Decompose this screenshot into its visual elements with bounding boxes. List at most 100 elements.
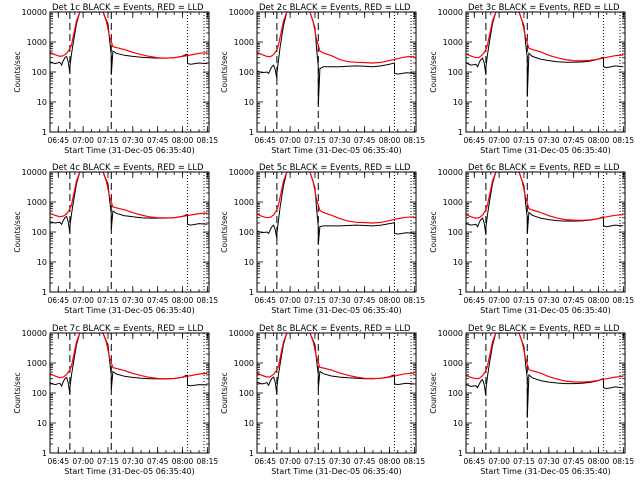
y-tick-label: 1000 xyxy=(27,359,47,368)
x-axis-label: Start Time (31-Dec-05 06:35:40) xyxy=(271,306,402,315)
chart-title: Det 2c BLACK = Events, RED = LLD xyxy=(259,3,411,13)
events-line xyxy=(257,172,415,244)
y-tick-label: 1000 xyxy=(443,359,463,368)
y-axis-label: Counts/sec xyxy=(429,211,438,252)
lld-line xyxy=(257,172,415,224)
x-axis-label: Start Time (31-Dec-05 06:35:40) xyxy=(480,467,611,476)
y-tick-label: 10000 xyxy=(22,8,47,17)
x-tick-label: 08:00 xyxy=(172,136,194,145)
y-tick-label: 10 xyxy=(244,258,254,267)
chart-panel-6: 1 10 100 1000 10000 06:45 07:00 07:15 07:30 07:45… xyxy=(429,163,634,315)
events-line xyxy=(50,333,208,395)
x-tick-label: 07:30 xyxy=(538,136,560,145)
lld-line xyxy=(50,172,208,219)
chart-panel-4: 1 10 100 1000 10000 06:45 07:00 07:15 07:30 07:45… xyxy=(13,163,218,315)
y-tick-label: 10000 xyxy=(438,329,463,338)
y-tick-label: 10 xyxy=(453,98,463,107)
lld-line xyxy=(257,12,415,64)
x-tick-label: 08:15 xyxy=(404,296,426,305)
chart-title: Det 6c BLACK = Events, RED = LLD xyxy=(468,163,620,173)
x-tick-label: 07:45 xyxy=(354,457,376,466)
x-tick-label: 08:15 xyxy=(404,457,426,466)
y-tick-label: 10000 xyxy=(22,329,47,338)
y-tick-label: 1 xyxy=(249,128,254,137)
x-axis-label: Start Time (31-Dec-05 06:35:40) xyxy=(64,306,195,315)
x-tick-label: 07:45 xyxy=(563,136,585,145)
lld-line xyxy=(466,12,624,62)
y-tick-label: 100 xyxy=(32,228,47,237)
x-tick-label: 07:15 xyxy=(304,296,326,305)
x-tick-label: 08:15 xyxy=(197,136,219,145)
x-tick-label: 07:15 xyxy=(304,136,326,145)
x-tick-label: 07:15 xyxy=(97,136,119,145)
events-line xyxy=(50,12,208,75)
x-tick-label: 07:45 xyxy=(147,296,169,305)
y-tick-label: 10 xyxy=(37,98,47,107)
x-tick-label: 06:45 xyxy=(254,457,276,466)
x-tick-label: 08:15 xyxy=(404,136,426,145)
y-tick-label: 10 xyxy=(244,419,254,428)
chart-panel-2: 1 10 100 1000 10000 06:45 07:00 07:15 07:30 07:45… xyxy=(220,3,425,155)
plot-frame xyxy=(256,171,417,293)
plot-frame xyxy=(49,332,210,454)
y-tick-label: 1 xyxy=(249,288,254,297)
x-tick-label: 07:15 xyxy=(304,457,326,466)
chart-panel-3: 1 10 100 1000 10000 06:45 07:00 07:15 07:30 07:45… xyxy=(429,3,634,155)
lld-line xyxy=(466,333,624,383)
x-tick-label: 07:30 xyxy=(329,296,351,305)
y-tick-label: 1000 xyxy=(234,198,254,207)
chart-title: Det 9c BLACK = Events, RED = LLD xyxy=(468,324,620,334)
events-line xyxy=(466,172,624,235)
x-tick-label: 08:00 xyxy=(379,136,401,145)
x-tick-label: 07:30 xyxy=(329,457,351,466)
y-tick-label: 1 xyxy=(458,128,463,137)
lld-line xyxy=(257,333,415,380)
x-axis-label: Start Time (31-Dec-05 06:35:40) xyxy=(480,306,611,315)
x-tick-label: 07:30 xyxy=(122,457,144,466)
y-axis-label: Counts/sec xyxy=(429,51,438,92)
x-tick-label: 06:45 xyxy=(254,136,276,145)
y-tick-label: 10 xyxy=(453,258,463,267)
y-axis-label: Counts/sec xyxy=(220,211,229,252)
x-tick-label: 07:15 xyxy=(97,296,119,305)
y-tick-label: 100 xyxy=(448,68,463,77)
y-tick-label: 100 xyxy=(448,389,463,398)
y-tick-label: 10000 xyxy=(229,8,254,17)
x-tick-label: 06:45 xyxy=(47,457,69,466)
plot-frame xyxy=(49,11,210,133)
x-tick-label: 08:15 xyxy=(197,296,219,305)
plot-frame xyxy=(465,11,626,133)
x-tick-label: 07:00 xyxy=(279,296,301,305)
x-tick-label: 07:00 xyxy=(488,136,510,145)
chart-panel-8: 1 10 100 1000 10000 06:45 07:00 07:15 07:30 07:45… xyxy=(220,324,425,476)
x-tick-label: 08:00 xyxy=(379,296,401,305)
x-tick-label: 07:45 xyxy=(147,457,169,466)
y-tick-label: 1000 xyxy=(234,38,254,47)
chart-title: Det 4c BLACK = Events, RED = LLD xyxy=(52,163,204,173)
y-tick-label: 100 xyxy=(32,68,47,77)
x-tick-label: 07:45 xyxy=(563,457,585,466)
x-tick-label: 07:00 xyxy=(279,457,301,466)
y-tick-label: 10000 xyxy=(438,168,463,177)
x-tick-label: 07:00 xyxy=(72,136,94,145)
x-tick-label: 08:15 xyxy=(613,296,635,305)
x-tick-label: 07:15 xyxy=(97,457,119,466)
x-tick-label: 08:00 xyxy=(588,296,610,305)
chart-title: Det 1c BLACK = Events, RED = LLD xyxy=(52,3,204,13)
x-tick-label: 07:30 xyxy=(329,136,351,145)
x-tick-label: 07:15 xyxy=(513,136,535,145)
x-tick-label: 07:00 xyxy=(279,136,301,145)
x-tick-label: 07:45 xyxy=(563,296,585,305)
x-tick-label: 07:45 xyxy=(354,296,376,305)
y-tick-label: 10000 xyxy=(438,8,463,17)
y-tick-label: 1 xyxy=(249,449,254,458)
y-tick-label: 1000 xyxy=(27,198,47,207)
x-tick-label: 07:45 xyxy=(147,136,169,145)
x-tick-label: 07:00 xyxy=(72,457,94,466)
y-tick-label: 1 xyxy=(458,288,463,297)
y-tick-label: 1000 xyxy=(234,359,254,368)
x-tick-label: 07:45 xyxy=(354,136,376,145)
chart-title: Det 3c BLACK = Events, RED = LLD xyxy=(468,3,620,13)
y-tick-label: 10 xyxy=(244,98,254,107)
